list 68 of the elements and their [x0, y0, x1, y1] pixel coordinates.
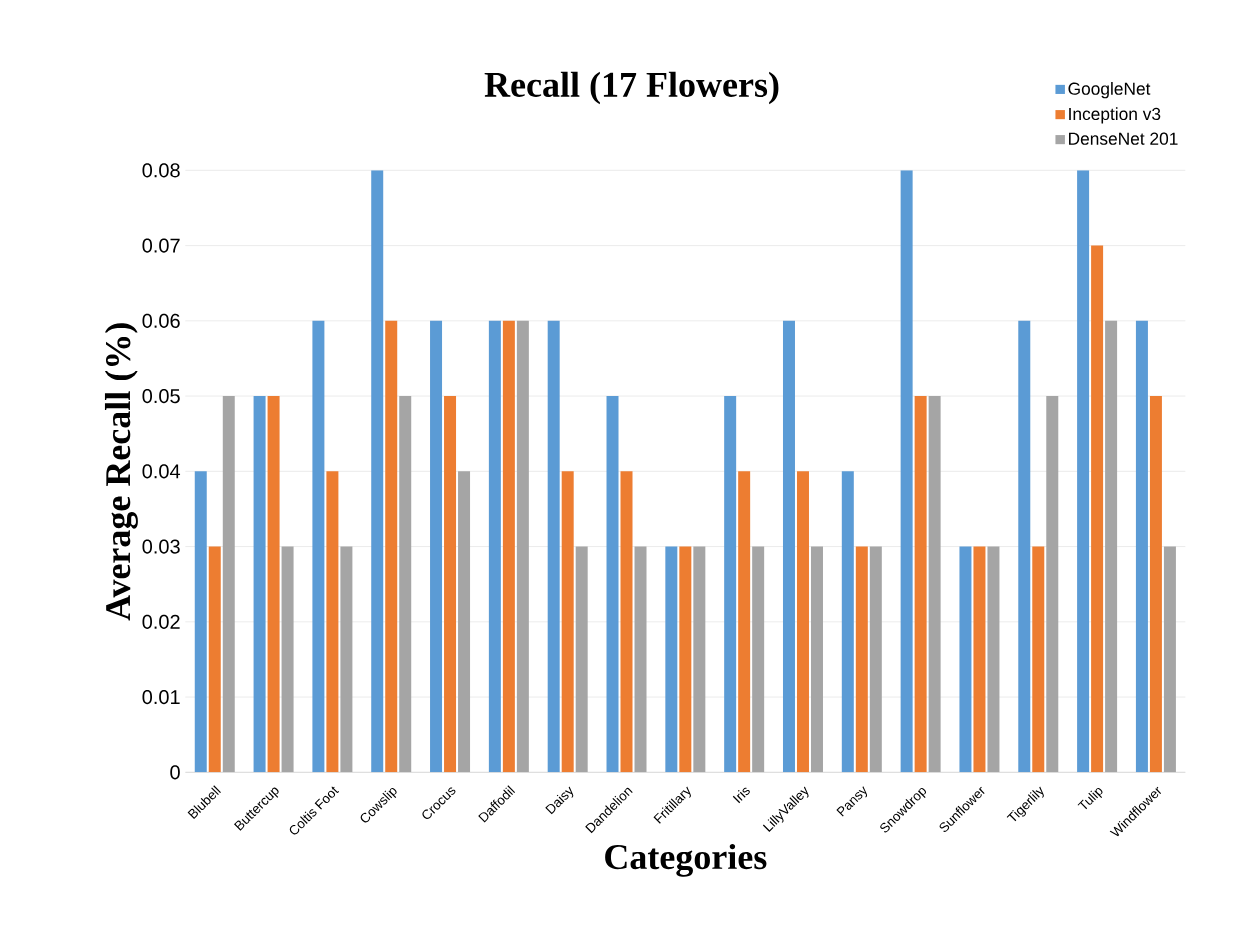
bar — [575, 546, 588, 773]
bar — [267, 396, 280, 773]
legend-label: GoogleNet — [1068, 82, 1151, 99]
bar — [399, 396, 412, 773]
bar — [253, 396, 266, 773]
bar — [1091, 245, 1104, 773]
y-tick-label: 0.02 — [142, 614, 180, 629]
bar — [488, 320, 501, 773]
y-tick-label: 0 — [170, 765, 180, 780]
bar — [973, 546, 986, 773]
bar — [326, 471, 339, 773]
bar — [738, 471, 751, 773]
bar — [1135, 320, 1148, 773]
y-tick-label: 0.07 — [142, 238, 180, 253]
bar — [222, 396, 235, 773]
x-tick-label: Tulip — [1077, 787, 1103, 810]
bar — [281, 546, 294, 773]
bar — [928, 396, 941, 773]
bar — [516, 320, 529, 773]
bar — [371, 170, 384, 773]
bar — [782, 320, 795, 773]
bar — [208, 546, 221, 773]
bar — [561, 471, 574, 773]
y-axis-title: Average Recall (%) — [104, 323, 138, 621]
bar — [900, 170, 913, 773]
x-axis-title: Categories — [605, 843, 767, 877]
bar — [385, 320, 398, 773]
bar — [810, 546, 823, 773]
y-tick-label: 0.08 — [142, 163, 180, 178]
bar — [1018, 320, 1031, 773]
bar — [855, 546, 868, 773]
bar — [914, 396, 927, 773]
bar — [987, 546, 1000, 773]
bar — [458, 471, 471, 773]
bar — [430, 320, 443, 773]
bar — [1105, 320, 1118, 773]
bar — [724, 396, 737, 773]
y-tick-label: 0.03 — [142, 539, 180, 554]
bar — [1046, 396, 1059, 773]
bar — [959, 546, 972, 773]
x-tick-label: Iris — [732, 787, 750, 804]
bar — [502, 320, 515, 773]
y-tick-label: 0.06 — [142, 313, 180, 328]
legend-label: DenseNet 201 — [1069, 132, 1178, 145]
bar — [796, 471, 809, 773]
bar — [679, 546, 692, 773]
y-tick-label: 0.05 — [142, 388, 180, 404]
bar — [1149, 396, 1162, 773]
bar — [752, 546, 765, 773]
bar — [1163, 546, 1176, 773]
bar — [1032, 546, 1045, 773]
bar — [634, 546, 647, 773]
bar — [841, 471, 854, 773]
chart-title: Recall (17 Flowers) — [484, 71, 779, 105]
bar — [312, 320, 325, 773]
legend-label: Inception v3 — [1069, 107, 1161, 124]
bar — [606, 396, 619, 773]
bar — [693, 546, 706, 773]
bar — [665, 546, 678, 773]
y-tick-label: 0.01 — [142, 689, 180, 705]
bar — [547, 320, 560, 773]
bar — [194, 471, 207, 773]
bar — [340, 546, 353, 773]
bar — [869, 546, 882, 773]
bar — [1077, 170, 1090, 773]
bar — [620, 471, 633, 773]
bar — [444, 396, 457, 773]
y-tick-label: 0.04 — [142, 464, 181, 479]
